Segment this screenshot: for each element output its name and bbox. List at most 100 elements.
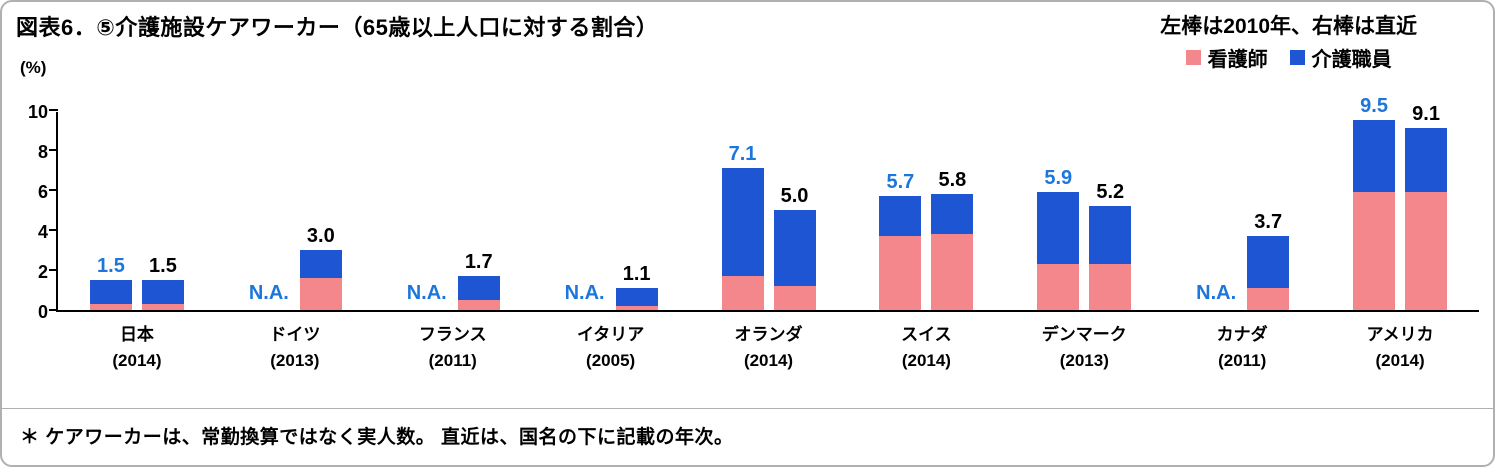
bar-slot-2010: 7.1 <box>721 112 764 310</box>
country-year: (2014) <box>1375 351 1425 371</box>
y-tick-label: 2 <box>37 262 48 282</box>
legend-item-nurse: 看護師 <box>1185 43 1268 72</box>
country-year: (2005) <box>586 351 636 371</box>
value-label-recent: 1.5 <box>149 255 177 277</box>
chart-title: 図表6．⑤介護施設ケアワーカー（65歳以上人口に対する割合） <box>16 15 659 40</box>
value-label-recent: 3.7 <box>1254 211 1283 233</box>
country-name: ドイツ <box>269 325 321 344</box>
care-staff-segment <box>299 250 342 278</box>
nurse-segment <box>1089 264 1132 310</box>
legend: 看護師 介護職員 <box>1160 43 1417 72</box>
chart-area: 0 2 4 6 8 10 1.5 1.5 N.A. 3.0 N.A. 1.7 N.A. 1.1 7.1 5.… <box>16 95 1479 375</box>
bar-slot-recent: 3.0 <box>299 112 342 310</box>
country-year: (2014) <box>112 351 162 371</box>
country-year: (2013) <box>1059 351 1109 371</box>
nurse-segment <box>931 234 974 310</box>
care-staff-segment <box>457 276 500 300</box>
category-axis: 日本 (2014) ドイツ (2013) フランス (2011) イタリア (2005) オラン… <box>58 322 1479 375</box>
value-label-2010: N.A. <box>1196 282 1237 304</box>
bar-slot-2010: N.A. <box>406 112 448 310</box>
care-staff-segment <box>615 288 658 306</box>
category-label-1: ドイツ (2013) <box>216 322 374 375</box>
bar-meaning-note: 左棒は2010年、右棒は直近 <box>1160 15 1417 38</box>
value-label-2010: N.A. <box>406 282 447 304</box>
y-tick-mark <box>49 269 58 271</box>
country-group-0: 1.5 1.5 <box>58 112 216 310</box>
value-label-2010: 1.5 <box>97 255 125 277</box>
bar-slot-2010: 9.5 <box>1353 95 1396 310</box>
care-staff-segment <box>1353 120 1396 192</box>
plot-area: 1.5 1.5 N.A. 3.0 N.A. 1.7 N.A. 1.1 7.1 5.0 5.7 5.8 5… <box>49 95 1479 312</box>
bar-2010 <box>1037 192 1080 310</box>
country-group-1: N.A. 3.0 <box>216 112 374 310</box>
care-staff-segment <box>1247 236 1290 288</box>
country-name: オランダ <box>734 325 803 344</box>
country-name: カナダ <box>1216 325 1268 344</box>
nurse-segment <box>879 236 922 310</box>
nurse-segment <box>615 306 658 310</box>
bar-slot-recent: 3.7 <box>1247 112 1290 310</box>
legend-label-nurse: 看護師 <box>1207 49 1268 71</box>
value-label-recent: 1.1 <box>622 263 651 285</box>
y-tick-mark <box>49 309 58 311</box>
value-label-recent: 1.7 <box>464 251 493 273</box>
bar-slot-2010: 5.9 <box>1037 112 1080 310</box>
legend-block: 左棒は2010年、右棒は直近 看護師 介護職員 <box>1160 10 1417 72</box>
bar-2010 <box>879 196 922 310</box>
care-staff-segment <box>879 196 922 236</box>
category-label-0: 日本 (2014) <box>58 322 216 375</box>
bar-recent <box>931 194 974 310</box>
bar-recent <box>1247 236 1290 310</box>
category-label-7: カナダ (2011) <box>1163 322 1321 375</box>
legend-item-care: 介護職員 <box>1289 43 1392 72</box>
y-tick-label: 6 <box>37 182 48 202</box>
bar-slot-recent: 1.7 <box>457 112 500 310</box>
value-label-recent: 5.2 <box>1096 181 1125 203</box>
country-group-8: 9.5 9.1 <box>1321 95 1479 310</box>
y-tick-mark <box>49 109 58 111</box>
bar-recent <box>773 210 816 310</box>
care-staff-segment <box>1405 128 1448 192</box>
bar-2010 <box>721 168 764 310</box>
value-label-2010: 9.5 <box>1360 95 1388 117</box>
nurse-segment <box>89 304 132 310</box>
bar-slot-2010: 1.5 <box>89 112 132 310</box>
bar-slot-recent: 5.0 <box>773 112 816 310</box>
country-year: (2014) <box>743 351 794 371</box>
bar-slot-2010: 5.7 <box>879 112 922 310</box>
bar-slot-recent: 1.1 <box>615 112 658 310</box>
country-name: アメリカ <box>1366 325 1434 344</box>
care-staff-segment <box>1037 192 1080 264</box>
bar-slot-2010: N.A. <box>564 112 606 310</box>
nurse-segment <box>773 286 816 310</box>
value-label-2010: 5.7 <box>886 171 915 193</box>
legend-label-care: 介護職員 <box>1311 49 1392 71</box>
value-label-2010: N.A. <box>564 282 605 304</box>
nurse-segment <box>1247 288 1290 310</box>
bar-slot-2010: N.A. <box>1195 112 1237 310</box>
care-staff-segment <box>1089 206 1132 264</box>
nurse-segment <box>457 300 500 310</box>
care-swatch-icon <box>1289 50 1305 65</box>
care-staff-segment <box>773 210 816 286</box>
bar-recent <box>141 280 184 310</box>
bar-recent <box>457 276 500 310</box>
country-year: (2011) <box>428 351 477 371</box>
value-label-2010: 5.9 <box>1044 167 1073 189</box>
country-year: (2011) <box>1218 351 1267 371</box>
country-name: デンマーク <box>1041 325 1127 344</box>
value-label-recent: 3.0 <box>306 225 335 247</box>
bar-recent <box>615 288 658 310</box>
bar-slot-recent: 5.8 <box>931 112 974 310</box>
country-group-7: N.A. 3.7 <box>1163 112 1321 310</box>
y-tick-label: 8 <box>37 142 48 162</box>
bar-slot-recent: 5.2 <box>1089 112 1132 310</box>
bar-slot-recent: 9.1 <box>1405 103 1448 310</box>
footnote-text: ＊ ケアワーカーは、常勤換算ではなく実人数。 直近は、国名の下に記載の年次。 <box>20 427 734 448</box>
care-staff-segment <box>721 168 764 276</box>
category-label-2: フランス (2011) <box>374 322 532 375</box>
y-axis-unit-label: (%) <box>20 58 47 77</box>
bar-recent <box>1089 206 1132 310</box>
category-label-4: オランダ (2014) <box>690 322 848 375</box>
